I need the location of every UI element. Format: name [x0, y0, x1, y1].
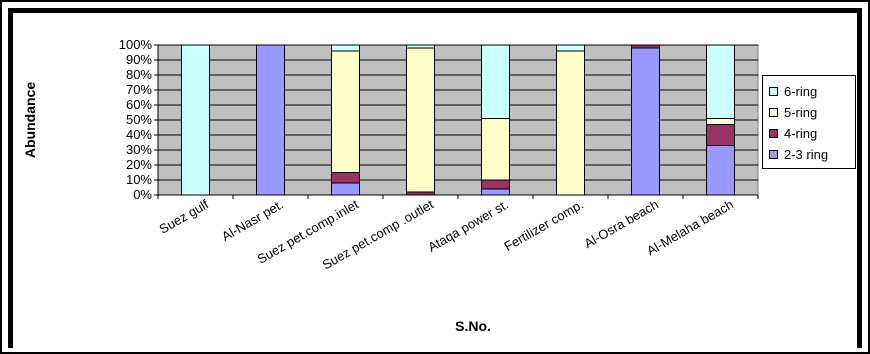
- legend-swatch: [769, 87, 778, 96]
- legend-label: 6-ring: [784, 84, 818, 99]
- bar-segment: [406, 47, 435, 193]
- bar-segment: [481, 118, 510, 181]
- legend-label: 5-ring: [784, 105, 818, 120]
- bar-segment: [706, 145, 735, 196]
- bar-segment: [331, 182, 360, 196]
- legend-label: 2-3 ring: [784, 147, 829, 162]
- bar-segment: [406, 44, 435, 49]
- legend: 6-ring 5-ring 4-ring 2-3 ring: [762, 75, 856, 169]
- right-border-band: [857, 8, 862, 348]
- bar-segment: [331, 44, 360, 52]
- left-border-band: [8, 8, 13, 348]
- legend-item: 6-ring: [763, 81, 855, 102]
- y-tick-label: 80%: [126, 67, 152, 82]
- y-tick-label: 100%: [119, 37, 153, 52]
- y-axis-label: Abundance: [22, 81, 38, 159]
- y-tick-label: 50%: [126, 112, 152, 127]
- y-tick-label: 30%: [126, 142, 152, 157]
- x-axis-label: S.No.: [455, 318, 491, 334]
- bar-segment: [706, 124, 735, 146]
- top-border-band: [8, 8, 862, 13]
- bar-segment: [556, 44, 585, 52]
- legend-label: 4-ring: [784, 126, 818, 141]
- y-tick-label: 90%: [126, 52, 152, 67]
- legend-item: 5-ring: [763, 102, 855, 123]
- bar-segment: [331, 50, 360, 173]
- bar-segment: [181, 44, 210, 196]
- bar-segment: [706, 118, 735, 125]
- bar-segment: [631, 44, 660, 49]
- bar-segment: [556, 50, 585, 196]
- legend-swatch: [769, 129, 778, 138]
- bar-segment: [481, 179, 510, 190]
- y-tick-label: 70%: [126, 82, 152, 97]
- legend-item: 2-3 ring: [763, 144, 855, 165]
- y-tick-label: 10%: [126, 172, 152, 187]
- y-tick-label: 0%: [133, 187, 152, 202]
- legend-swatch: [769, 150, 778, 159]
- bar-segment: [631, 47, 660, 196]
- bar-segment: [331, 172, 360, 184]
- y-tick-label: 40%: [126, 127, 152, 142]
- legend-swatch: [769, 108, 778, 117]
- y-tick-label: 60%: [126, 97, 152, 112]
- bar-segment: [706, 44, 735, 119]
- y-tick-label: 20%: [126, 157, 152, 172]
- legend-item: 4-ring: [763, 123, 855, 144]
- bar-segment: [481, 188, 510, 196]
- bar-segment: [481, 44, 510, 119]
- bar-segment: [256, 44, 285, 196]
